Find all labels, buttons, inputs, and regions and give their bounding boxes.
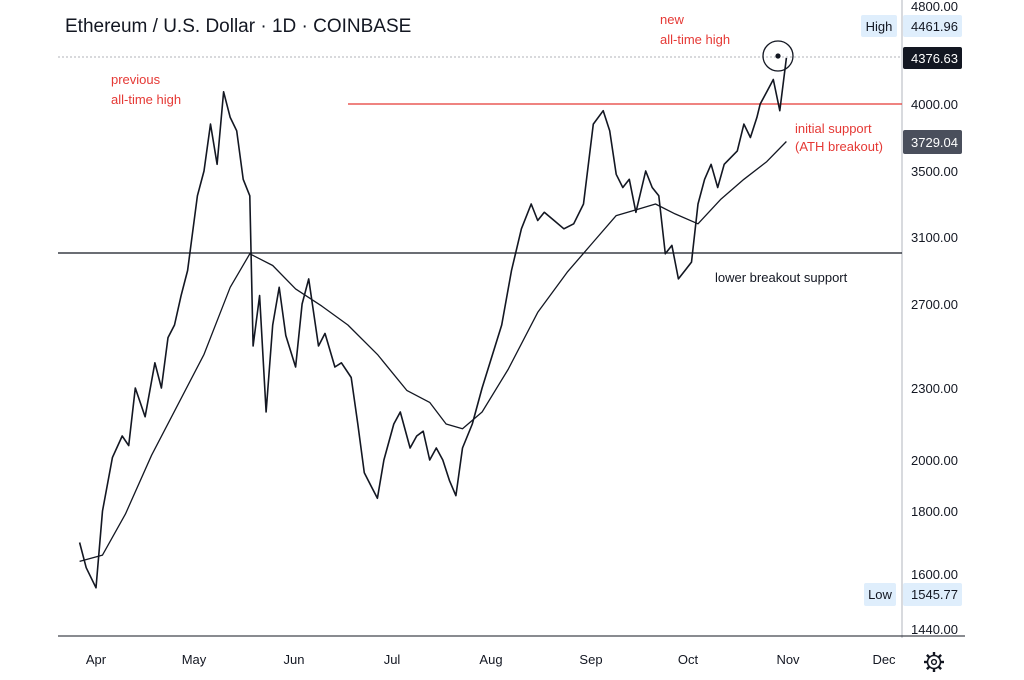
annotation-new-ath-line2: all-time high	[660, 32, 730, 47]
ma-value: 3729.04	[911, 135, 958, 150]
new-ath-circle-marker	[762, 40, 794, 72]
y-tick-label: 2000.00	[911, 453, 958, 468]
x-tick-label: Dec	[872, 652, 896, 667]
annotation-lower-breakout-support: lower breakout support	[715, 270, 848, 285]
low-badge-label-bg	[864, 583, 896, 606]
horizontal-lines-layer	[58, 103, 902, 254]
moving-average-badge: 3729.04	[903, 130, 962, 154]
y-tick-label: 3500.00	[911, 164, 958, 179]
ma-badge-bg	[903, 130, 962, 154]
high-badge: High 4461.96	[861, 15, 962, 37]
x-tick-label: Aug	[479, 652, 502, 667]
low-badge-value: 1545.77	[911, 587, 958, 602]
x-tick-label: Nov	[776, 652, 800, 667]
y-tick-label: 1800.00	[911, 504, 958, 519]
x-tick-label: Jul	[384, 652, 401, 667]
y-tick-label: 3100.00	[911, 230, 958, 245]
high-badge-label: High	[866, 19, 893, 34]
x-tick-label: Sep	[579, 652, 602, 667]
time-axis-labels: Apr May Jun Jul Aug Sep Oct Nov Dec	[86, 652, 896, 667]
low-badge-value-bg	[903, 583, 962, 606]
y-tick-label: 2300.00	[911, 381, 958, 396]
high-badge-value-bg	[903, 15, 962, 37]
price-axis-labels: 4800.00 4000.00 3500.00 3100.00 2700.00 …	[911, 0, 958, 637]
price-layer	[78, 57, 788, 589]
moving-average-layer	[79, 141, 787, 563]
y-tick-label: 1440.00	[911, 622, 958, 637]
settings-gear-icon[interactable]	[924, 652, 944, 672]
annotation-initial-support-line2: (ATH breakout)	[795, 139, 883, 154]
high-badge-label-bg	[861, 15, 897, 37]
last-price-value: 4376.63	[911, 51, 958, 66]
high-badge-value: 4461.96	[911, 19, 958, 34]
y-tick-label: 4800.00	[911, 0, 958, 14]
x-tick-label: Apr	[86, 652, 107, 667]
annotation-new-ath-line1: new	[660, 12, 684, 27]
annotation-initial-support-line1: initial support	[795, 121, 872, 136]
annotation-previous-ath-line2: all-time high	[111, 92, 181, 107]
x-tick-label: Oct	[678, 652, 699, 667]
y-tick-label: 1600.00	[911, 567, 958, 582]
x-tick-label: Jun	[284, 652, 305, 667]
annotation-previous-ath-line1: previous	[111, 72, 161, 87]
y-tick-label: 2700.00	[911, 297, 958, 312]
last-price-badge: 4376.63	[903, 47, 962, 69]
low-badge: Low 1545.77	[864, 583, 962, 606]
last-price-badge-bg	[903, 47, 962, 69]
new-ath-point	[775, 53, 781, 59]
low-badge-label: Low	[868, 587, 892, 602]
x-tick-label: May	[182, 652, 207, 667]
price-line	[78, 57, 788, 589]
moving-average-line	[79, 141, 787, 563]
chart-title: Ethereum / U.S. Dollar · 1D · COINBASE	[65, 16, 411, 37]
y-tick-label: 4000.00	[911, 97, 958, 112]
